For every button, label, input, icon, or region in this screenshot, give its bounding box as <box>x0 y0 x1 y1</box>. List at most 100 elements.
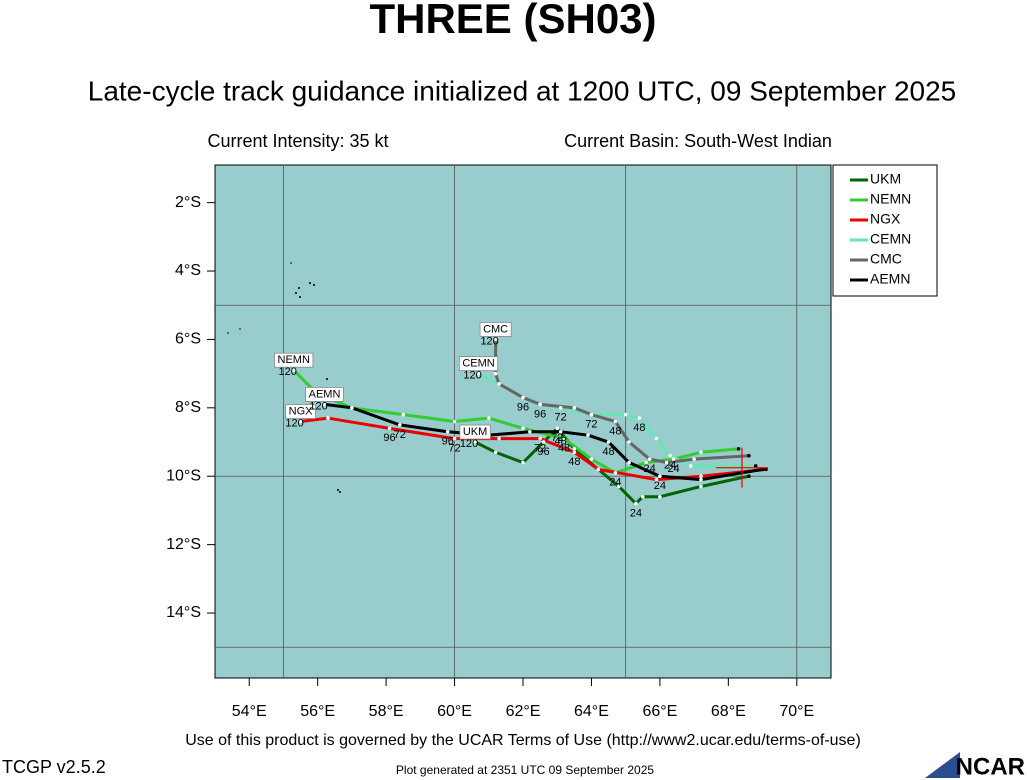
end-tag-name: CEMN <box>462 358 494 370</box>
track-point <box>640 494 645 499</box>
map-area <box>214 164 832 679</box>
track-point <box>627 440 631 444</box>
x-tick-label: 70°E <box>779 703 814 720</box>
end-tag-hour: 120 <box>309 400 327 412</box>
track-point <box>596 467 601 472</box>
track-point <box>747 453 751 458</box>
hour-label: 24 <box>630 507 642 519</box>
track-point <box>445 429 450 434</box>
track-point <box>562 436 566 441</box>
end-tag-name: UKM <box>463 426 487 438</box>
end-tag-box <box>274 352 314 368</box>
track-point <box>760 467 765 472</box>
track-point <box>736 447 741 451</box>
track-point <box>671 457 676 461</box>
track-point <box>647 457 652 461</box>
track-point <box>634 501 638 506</box>
legend-label: CMC <box>870 251 902 267</box>
track-point <box>538 436 542 441</box>
track-point <box>623 412 628 417</box>
track-point <box>613 419 618 424</box>
y-tick-label: 2°S <box>175 194 201 211</box>
track-point <box>476 371 481 376</box>
track-point <box>692 457 696 461</box>
end-tag-box <box>479 322 512 337</box>
end-tag-hour: 120 <box>279 366 297 378</box>
track-point <box>493 337 498 342</box>
y-tick-label: 4°S <box>175 262 201 279</box>
title: THREE (SH03) <box>369 0 656 42</box>
x-tick-label: 54°E <box>232 703 267 720</box>
end-tag-hour: 120 <box>460 438 478 450</box>
track-point <box>572 447 577 451</box>
end-tag-box <box>458 356 499 372</box>
track-point <box>747 474 751 479</box>
track-point <box>298 419 303 424</box>
track-point <box>558 429 563 434</box>
track-point <box>658 474 662 479</box>
track-point <box>586 433 590 437</box>
track-point <box>764 467 768 472</box>
version: TCGP v2.5.2 <box>2 757 106 777</box>
legend-label: NEMN <box>870 191 911 207</box>
hour-label: 24 <box>609 477 621 489</box>
track-point <box>699 484 703 489</box>
track-point <box>387 426 392 431</box>
track-point <box>493 371 498 376</box>
generated: Plot generated at 2351 UTC 09 September … <box>396 763 654 777</box>
track-point <box>538 402 542 407</box>
track-point <box>753 464 758 468</box>
track-point <box>644 460 648 465</box>
track-point <box>606 440 611 444</box>
track-point <box>541 440 546 444</box>
legend-label: CEMN <box>870 231 911 247</box>
track-point <box>493 450 498 455</box>
terms: Use of this product is governed by the U… <box>185 732 861 749</box>
x-tick-label: 60°E <box>437 703 472 720</box>
track-point <box>664 460 669 465</box>
logo: NCAR <box>956 753 1025 780</box>
track-point <box>326 416 330 420</box>
hour-label: 48 <box>555 436 567 448</box>
y-tick-label: 14°S <box>166 604 201 621</box>
track-point <box>521 460 525 465</box>
track-point <box>473 440 477 444</box>
hour-label: 24 <box>667 463 679 475</box>
hour-label: 72 <box>394 429 406 441</box>
track-point <box>452 436 457 441</box>
track-point <box>589 412 594 417</box>
track-point <box>486 416 491 420</box>
legend-label: AEMN <box>870 271 910 287</box>
track-point <box>627 460 631 465</box>
track-point <box>521 395 525 400</box>
legend-label: NGX <box>870 211 901 227</box>
end-tag-box <box>285 404 316 419</box>
end-tag-box <box>305 386 344 402</box>
subtitle: Late-cycle track guidance initialized at… <box>88 75 957 106</box>
track-point <box>699 450 703 455</box>
track-point <box>521 426 525 431</box>
hour-label: 72 <box>555 412 567 424</box>
hour-label: 24 <box>643 463 655 475</box>
track-point <box>589 457 594 461</box>
track-point <box>658 494 662 499</box>
track-point <box>637 416 642 420</box>
track-point <box>401 412 406 417</box>
track-point <box>398 423 402 427</box>
y-tick-label: 8°S <box>175 399 201 416</box>
track-point <box>486 433 491 437</box>
intensity: Current Intensity: 35 kt <box>207 131 388 151</box>
end-tag-name: CMC <box>483 323 508 335</box>
hour-label: 24 <box>654 480 666 492</box>
end-tag-hour: 120 <box>285 417 303 429</box>
islands <box>227 262 341 493</box>
hour-label: 72 <box>534 443 546 455</box>
track-point <box>699 474 703 479</box>
hour-label: 96 <box>537 446 549 458</box>
